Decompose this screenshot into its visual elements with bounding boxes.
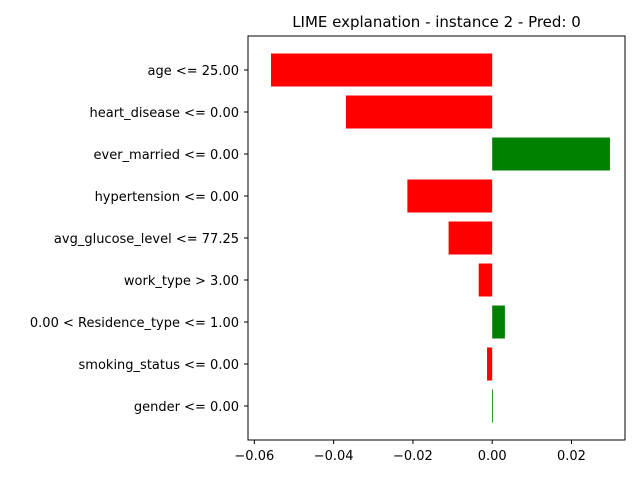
- y-tick-label: smoking_status <= 0.00: [79, 358, 239, 373]
- x-tick-label: −0.06: [234, 449, 274, 464]
- y-tick-label: gender <= 0.00: [134, 400, 239, 415]
- bar-2: [345, 95, 493, 129]
- x-tick-label: 0.00: [478, 449, 507, 464]
- chart-title: LIME explanation - instance 2 - Pred: 0: [292, 13, 581, 31]
- y-tick-label: 0.00 < Residence_type <= 1.00: [30, 316, 239, 331]
- bar-4: [407, 179, 493, 213]
- plot-frame: [247, 35, 626, 441]
- y-tick-label: heart_disease <= 0.00: [89, 106, 239, 121]
- y-tick-label: ever_married <= 0.00: [94, 148, 239, 163]
- bar-5: [448, 221, 493, 255]
- bar-9: [492, 389, 493, 423]
- bar-3: [492, 137, 610, 171]
- bar-1: [270, 53, 493, 87]
- y-tick-label: hypertension <= 0.00: [95, 190, 239, 205]
- y-tick-label: avg_glucose_level <= 77.25: [54, 232, 239, 247]
- x-tick-label: −0.02: [393, 449, 433, 464]
- y-tick-label: work_type > 3.00: [124, 274, 239, 289]
- axes-layer: age <= 25.00 heart_disease <= 0.00 ever_ma…: [30, 35, 626, 464]
- x-tick-label: 0.02: [557, 449, 586, 464]
- bar-6: [478, 263, 493, 297]
- bar-7: [492, 305, 505, 339]
- x-tick-label: −0.04: [314, 449, 354, 464]
- y-tick-label: age <= 25.00: [148, 64, 239, 79]
- bar-8: [487, 347, 493, 381]
- bars-layer: [270, 53, 610, 423]
